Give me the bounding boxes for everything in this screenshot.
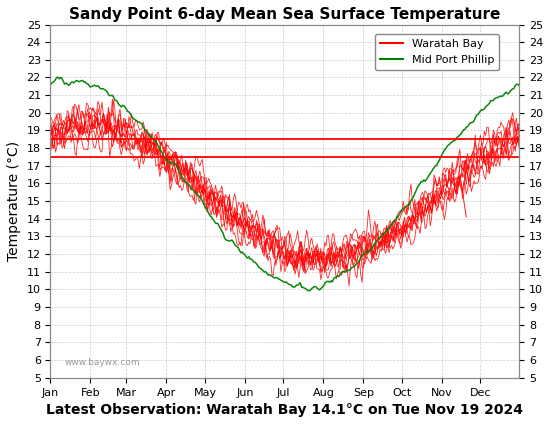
X-axis label: Latest Observation: Waratah Bay 14.1°C on Tue Nov 19 2024: Latest Observation: Waratah Bay 14.1°C o… — [46, 403, 523, 417]
Title: Sandy Point 6-day Mean Sea Surface Temperature: Sandy Point 6-day Mean Sea Surface Tempe… — [69, 7, 500, 22]
Text: www.baywx.com: www.baywx.com — [64, 358, 140, 367]
Y-axis label: Temperature (°C): Temperature (°C) — [7, 141, 21, 261]
Legend: Waratah Bay, Mid Port Phillip: Waratah Bay, Mid Port Phillip — [375, 33, 499, 70]
